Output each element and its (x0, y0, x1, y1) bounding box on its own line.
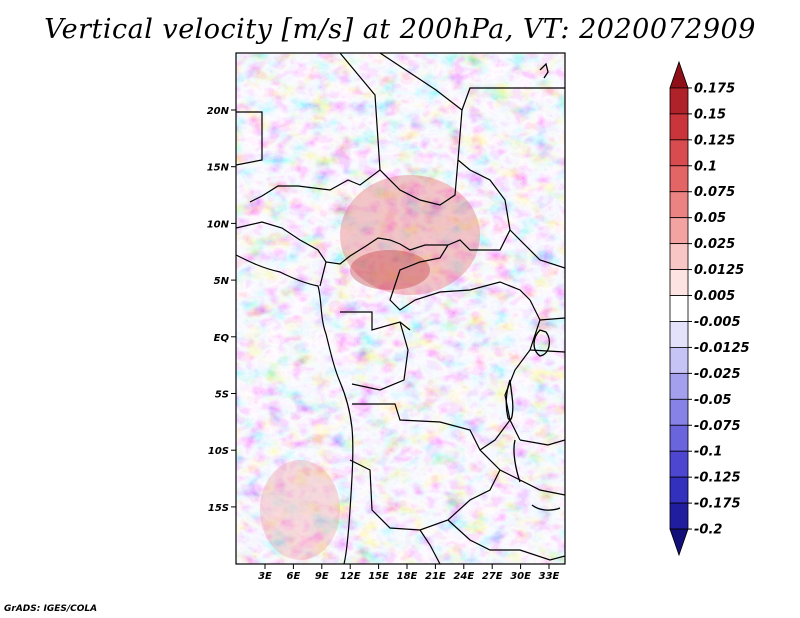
lat-label: 5N (214, 276, 230, 287)
longitude-axis: 3E 6E 9E 12E 15E 18E 21E 24E 27E 30E 33E (258, 564, 560, 582)
lat-label: 5S (215, 390, 229, 401)
lakes (505, 62, 561, 511)
colorbar-label: 0.125 (694, 133, 735, 148)
grads-credit: GrADS: IGES/COLA (4, 604, 98, 614)
colorbar-swatch (669, 139, 689, 167)
lat-label: 20N (207, 106, 230, 117)
colorbar-label: 0.05 (694, 211, 726, 226)
colorbar-label: 0.0125 (694, 263, 744, 278)
colorbar-label: 0.175 (694, 81, 735, 96)
colorbar-swatch (669, 60, 689, 89)
lon-label: 30E (510, 571, 531, 582)
colorbar-swatch (669, 424, 689, 452)
map-frame (235, 52, 566, 565)
lon-label: 21E (425, 571, 446, 582)
lon-label: 12E (340, 571, 361, 582)
colorbar-swatch (669, 528, 689, 557)
lon-label: 6E (287, 571, 301, 582)
lon-label: 9E (315, 571, 329, 582)
colorbar-swatch (669, 269, 689, 296)
lon-label: 27E (482, 571, 503, 582)
lon-label: 3E (258, 571, 272, 582)
colorbar-label: -0.005 (694, 315, 741, 330)
colorbar-label: -0.05 (694, 393, 731, 408)
colorbar-swatch (669, 372, 689, 400)
colorbar-label: -0.125 (694, 471, 741, 486)
colorbar-label: -0.025 (694, 367, 741, 382)
colorbar-swatch (669, 87, 689, 115)
lat-label: EQ (214, 333, 230, 344)
colorbar-swatch (669, 321, 689, 348)
lon-label: 15E (368, 571, 389, 582)
colorbar-label: -0.2 (694, 523, 722, 538)
colorbar-label: -0.0125 (694, 341, 750, 356)
colorbar-swatch (669, 476, 689, 504)
lat-label: 15N (207, 163, 230, 174)
lat-label: 15S (208, 503, 229, 514)
colorbar-swatch (669, 113, 689, 141)
colorbar-swatch (669, 217, 689, 245)
lon-label: 33E (539, 571, 560, 582)
colorbar-label: -0.1 (694, 445, 722, 460)
map-title: Vertical velocity [m/s] at 200hPa, VT: 2… (44, 14, 756, 45)
lat-label: 10S (208, 446, 229, 457)
colorbar-swatch (669, 165, 689, 193)
colorbar: 0.175 0.15 0.125 0.1 0.075 0.05 0.025 0.0125 0.0… (669, 60, 750, 557)
colorbar-swatch (669, 347, 689, 374)
colorbar-swatch (669, 450, 689, 478)
lon-label: 18E (397, 571, 418, 582)
colorbar-label: 0.1 (694, 159, 717, 174)
colorbar-label: 0.15 (694, 107, 726, 122)
colorbar-swatch (669, 295, 689, 322)
colorbar-label: 0.005 (694, 289, 735, 304)
country-borders (236, 53, 565, 564)
colorbar-label: 0.075 (694, 185, 735, 200)
colorbar-label: -0.075 (694, 419, 741, 434)
colorbar-label: -0.175 (694, 497, 741, 512)
colorbar-swatch (669, 502, 689, 530)
lon-label: 24E (453, 571, 474, 582)
latitude-axis: 20N 15N 10N 5N EQ 5S 10S 15S (207, 106, 236, 514)
lat-label: 10N (207, 219, 230, 230)
colorbar-swatch (669, 243, 689, 270)
colorbar-label: 0.025 (694, 237, 735, 252)
colorbar-swatch (669, 191, 689, 219)
velocity-field (236, 53, 565, 564)
colorbar-swatch (669, 398, 689, 426)
